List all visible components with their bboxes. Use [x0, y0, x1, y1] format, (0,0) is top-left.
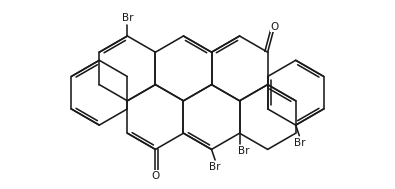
Text: Br: Br — [122, 13, 133, 23]
Text: Br: Br — [238, 146, 250, 156]
Text: Br: Br — [209, 162, 221, 172]
Text: O: O — [151, 171, 160, 181]
Text: Br: Br — [293, 138, 305, 148]
Text: O: O — [271, 22, 278, 32]
